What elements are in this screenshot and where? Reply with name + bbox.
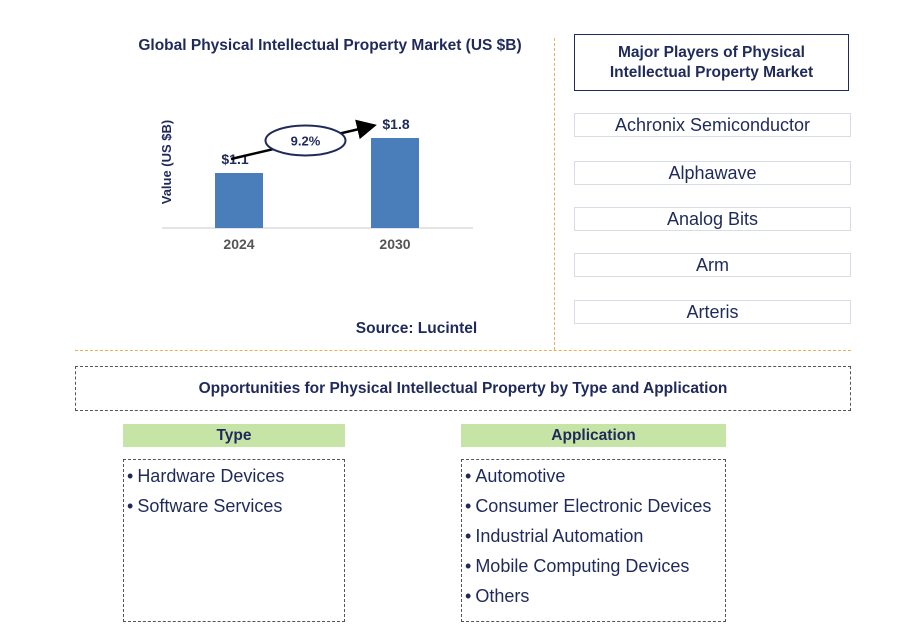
x-tick-label-2030: 2030 [379,236,410,252]
bar-2024 [215,173,263,228]
x-tick-label-2024: 2024 [223,236,254,252]
list-item: • Software Services [127,496,283,516]
type-header: Type [123,424,345,447]
player-item: Alphawave [574,161,851,185]
bar-2030 [371,138,419,228]
list-item: • Hardware Devices [127,466,285,486]
horizontal-divider [75,350,851,351]
list-item: • Mobile Computing Devices [465,556,690,576]
y-axis-label: Value (US $B) [159,120,174,205]
type-list: • Hardware Devices • Software Services [123,459,345,622]
cagr-label: 9.2% [291,134,321,149]
application-header: Application [461,424,726,447]
chart-title: Global Physical Intellectual Property Ma… [138,37,522,54]
opportunities-title: Opportunities for Physical Intellectual … [75,366,851,411]
players-title-box: Major Players of Physical Intellectual P… [574,34,849,91]
application-list: • Automotive • Consumer Electronic Devices… [461,459,726,622]
players-title-line2: Intellectual Property Market [609,63,814,81]
list-item: • Industrial Automation [465,526,644,546]
cagr-ellipse [264,124,347,157]
list-item: • Others [465,586,530,606]
player-item: Arteris [574,300,851,324]
player-item: Achronix Semiconductor [574,113,851,137]
list-item: • Consumer Electronic Devices [465,496,712,516]
player-item: Arm [574,253,851,277]
players-title-line1: Major Players of Physical [618,43,805,61]
vertical-divider [554,38,555,350]
list-item: • Automotive [465,466,566,486]
player-item: Analog Bits [574,207,851,231]
data-label-2030: $1.8 [382,116,409,132]
source-label: Source: Lucintel [355,320,478,337]
